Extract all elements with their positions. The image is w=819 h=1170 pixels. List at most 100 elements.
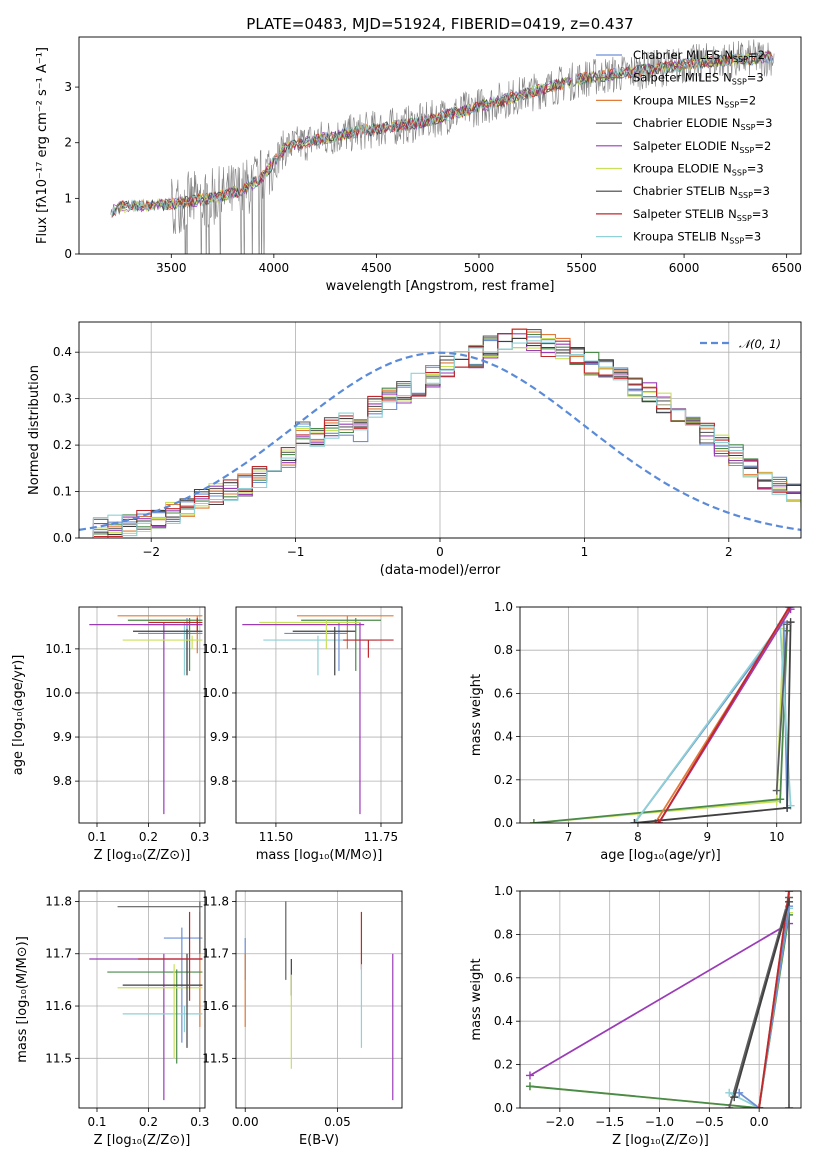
x-tick-label: 0.2 [139,1115,158,1129]
legend-entry: Salpeter MILES NSSP=3 [633,71,764,87]
legend-entry: Chabrier ELODIE NSSP=3 [633,116,772,132]
legend-entry: 𝒩(0, 1) [739,337,781,351]
panel-residuals: −2 −1 0 1 2 0.0 0.1 0.2 0.3 0.4 (data-model)/error… [27,321,802,578]
y-tick-label: 10.1 [202,642,229,656]
plot-area-age-vs-mass [242,615,394,815]
weight-series-marker [755,1104,764,1108]
x-tick-label: 5500 [566,261,597,275]
spectrum-data-line [110,39,775,254]
x-tick-label: 11.50 [259,830,293,844]
weight-series-line [775,624,788,791]
x-tick-label: 0.05 [324,1115,351,1129]
weight-series-marker [785,607,794,611]
x-axis-label: wavelength [Angstrom, rest frame] [326,279,555,294]
x-tick-label: −2.0 [545,1115,574,1129]
y-tick-label: 1 [64,191,72,205]
y-axis-label: mass [log₁₀(M/M⊙)] [15,936,30,1063]
y-tick-label: 11.8 [45,894,72,908]
weight-series-line [529,922,790,1077]
plot-area-weight-vs-age [529,607,795,823]
gaussian-reference-line [79,351,801,531]
y-tick-label: 0.0 [494,1101,513,1115]
panel-spectrum: 3500 4000 4500 5000 5500 6000 6500 0 1 2 3 waveleng… [35,36,802,294]
panel-weight-vs-Z: −2.0 −1.5 −1.0 −0.5 0.0 0.0 0.2 0.4 0.6 0.8 1.0 Z [… [469,884,802,1148]
plot-area-mass-vs-EBV [244,901,394,1101]
axes-frame [78,890,206,1109]
panel-weight-vs-age: 7 8 9 10 0.0 0.2 0.4 0.6 0.8 1.0 age [log₁₀(age/yr… [469,600,802,863]
y-tick-label: 11.5 [202,1051,229,1065]
y-tick-label: 0.4 [494,1014,513,1028]
x-tick-label: 0.3 [190,830,209,844]
y-tick-label: 0.2 [494,1058,513,1072]
x-axis-label: (data-model)/error [380,563,501,578]
x-tick-label: −0.5 [695,1115,724,1129]
weight-series-marker [525,1082,534,1091]
x-axis-label: Z [log₁₀(Z/Z⊙)] [94,1133,191,1148]
weight-series-marker [785,891,794,895]
histogram-step-line [79,340,801,538]
y-axis-label: Flux [fλ10⁻¹⁷ erg cm⁻² s⁻¹ A⁻¹] [35,47,50,244]
y-tick-label: 11.7 [45,947,72,961]
plot-area-mass-vs-Z [89,901,203,1101]
x-axis-label: E(B-V) [299,1133,339,1148]
y-tick-label: 0.8 [494,927,513,941]
y-tick-label: 11.7 [202,947,229,961]
x-tick-label: 4500 [361,261,392,275]
figure-title: PLATE=0483, MJD=51924, FIBERID=0419, z=0… [246,15,633,33]
y-tick-label: 9.8 [53,774,72,788]
y-tick-label: 9.8 [210,774,229,788]
y-tick-label: 1.0 [494,884,513,898]
weight-series-marker [785,1104,794,1108]
legend-entry: Salpeter ELODIE NSSP=2 [633,139,771,155]
y-tick-label: 11.5 [45,1051,72,1065]
axes-frame [78,321,802,539]
x-tick-label: −1.0 [645,1115,674,1129]
weight-series-marker [529,819,538,823]
weight-series-marker [725,1088,734,1097]
x-tick-label: −1 [287,545,305,559]
panel-mass-vs-Z: 0.1 0.2 0.3 11.5 11.6 11.7 11.8 Z [log₁₀(Z/Z⊙)]… [15,890,209,1148]
y-tick-label: 10.1 [45,642,72,656]
legend-entry: Chabrier STELIB NSSP=3 [633,184,770,200]
y-tick-label: 2 [64,136,72,150]
y-tick-label: 0.0 [53,531,72,545]
y-tick-label: 9.9 [53,730,72,744]
x-tick-label: 1 [581,545,589,559]
y-tick-label: 3 [64,80,72,94]
y-tick-label: 0.2 [53,438,72,452]
x-tick-label: 0 [436,545,444,559]
plot-area-residuals [79,328,801,538]
x-tick-label: 2 [725,545,733,559]
y-tick-label: 1.0 [494,600,513,614]
x-axis-label: Z [log₁₀(Z/Z⊙)] [612,1133,709,1148]
x-tick-label: 0.2 [139,830,158,844]
y-tick-label: 11.6 [202,999,229,1013]
weight-series-marker [785,897,794,906]
legend-entry: Kroupa MILES NSSP=2 [633,93,756,109]
weight-series-marker [772,786,781,795]
weight-series-line [633,621,792,823]
weight-series-line [733,901,790,1098]
weight-series-marker [630,819,639,823]
weight-series-marker [783,620,792,629]
y-tick-label: 0.4 [53,345,72,359]
x-tick-label: 0.0 [750,1115,769,1129]
legend-entry: Kroupa STELIB NSSP=3 [633,230,761,246]
x-tick-label: 11.75 [364,830,398,844]
y-tick-label: 0.6 [494,686,513,700]
y-axis-label: mass weight [469,958,484,1040]
weight-series-marker [654,819,663,823]
weight-series-line [758,891,790,1108]
weight-series-marker [525,1071,534,1080]
weight-series-marker [730,1093,739,1102]
x-tick-label: 8 [634,830,642,844]
x-tick-label: −1.5 [595,1115,624,1129]
y-tick-label: 11.8 [202,894,229,908]
axes-frame [78,606,206,824]
legend-entry: Kroupa ELODIE NSSP=3 [633,162,764,178]
y-axis-label: age [log₁₀(age/yr)] [11,655,26,776]
panel-age-vs-Z: 0.1 0.2 0.3 9.8 9.9 10.0 10.1 Z [log₁₀(Z/Z⊙)] ag… [11,606,209,863]
panel-age-vs-mass: 11.50 11.75 9.8 9.9 10.0 10.1 mass [log₁₀(M/M⊙… [202,606,403,863]
axes-frame [519,890,802,1109]
axes-frame [519,606,802,824]
